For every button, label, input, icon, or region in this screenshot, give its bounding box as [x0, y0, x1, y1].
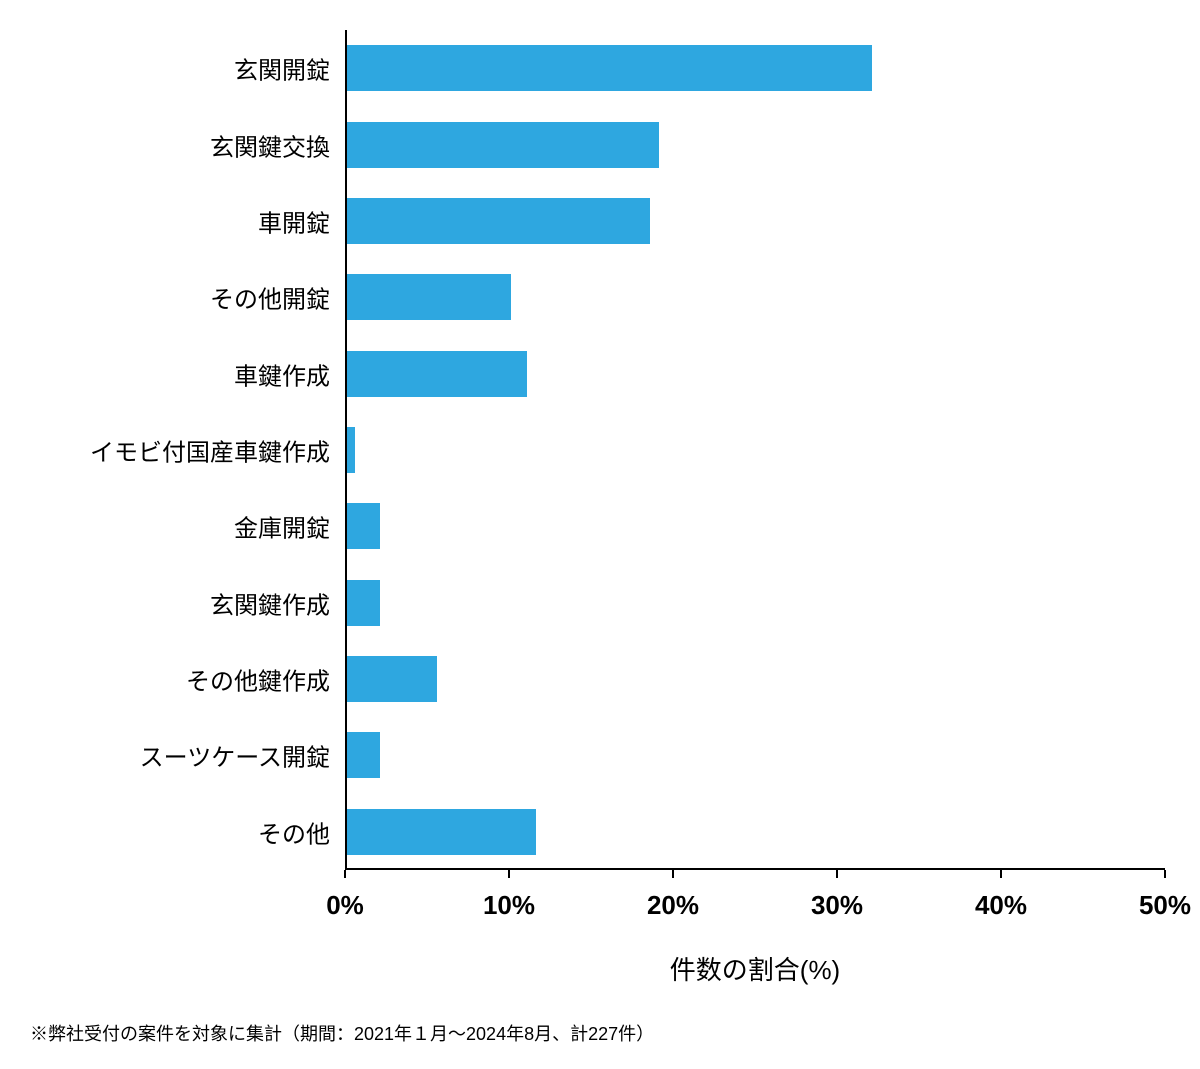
x-axis-tick [344, 870, 346, 878]
y-axis-category-label: 金庫開錠 [234, 509, 330, 544]
chart-container: 玄関開錠玄関鍵交換車開錠その他開錠車鍵作成イモビ付国産車鍵作成金庫開錠玄関鍵作成… [20, 20, 1180, 940]
x-axis-label: 件数の割合(%) [345, 950, 1165, 987]
x-axis-tick-label: 50% [1139, 890, 1191, 921]
chart-bar [347, 198, 650, 244]
chart-footnote: ※弊社受付の案件を対象に集計（期間：2021年１月〜2024年8月、計227件） [30, 1020, 654, 1046]
x-axis-tick [1164, 870, 1166, 878]
y-axis-category-label: その他鍵作成 [186, 662, 330, 697]
y-axis-category-label: 玄関鍵交換 [210, 127, 330, 162]
y-axis-category-label: その他 [258, 814, 330, 849]
x-axis-tick [672, 870, 674, 878]
chart-bar [347, 45, 872, 91]
y-axis-category-label: その他開錠 [210, 280, 330, 315]
x-axis-tick-label: 0% [326, 890, 364, 921]
x-axis-tick-label: 40% [975, 890, 1027, 921]
x-axis-ticks: 0%10%20%30%40%50% [345, 878, 1165, 928]
y-axis-category-label: 車開錠 [258, 203, 330, 238]
chart-bar [347, 503, 380, 549]
chart-bar [347, 809, 536, 855]
y-axis-category-label: 玄関鍵作成 [210, 585, 330, 620]
plot-area [345, 30, 1165, 870]
chart-bar [347, 122, 659, 168]
chart-bar [347, 427, 355, 473]
x-axis-tick [1000, 870, 1002, 878]
y-axis-category-label: 玄関開錠 [234, 51, 330, 86]
chart-bar [347, 732, 380, 778]
x-axis-tick-label: 30% [811, 890, 863, 921]
chart-bar [347, 351, 527, 397]
x-axis-tick-label: 10% [483, 890, 535, 921]
y-axis-category-label: 車鍵作成 [234, 356, 330, 391]
x-axis-tick [508, 870, 510, 878]
x-axis-tick-label: 20% [647, 890, 699, 921]
y-axis-labels: 玄関開錠玄関鍵交換車開錠その他開錠車鍵作成イモビ付国産車鍵作成金庫開錠玄関鍵作成… [20, 30, 340, 870]
y-axis-category-label: イモビ付国産車鍵作成 [90, 433, 330, 468]
x-axis-tick [836, 870, 838, 878]
chart-bar [347, 274, 511, 320]
chart-bar [347, 656, 437, 702]
chart-bar [347, 580, 380, 626]
y-axis-category-label: スーツケース開錠 [140, 738, 330, 773]
